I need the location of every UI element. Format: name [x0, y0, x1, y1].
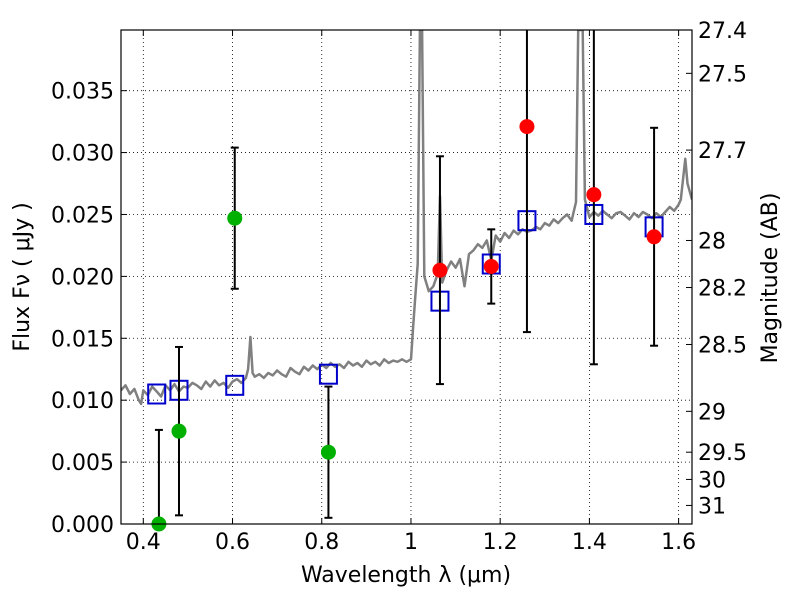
- x-tick-label: 0.8: [304, 530, 339, 555]
- y-tick-label: 0.000: [51, 513, 114, 538]
- model-square: [147, 383, 167, 405]
- markers: [147, 30, 664, 532]
- data-point: [586, 187, 602, 203]
- right-tick-label: 29: [698, 400, 726, 425]
- x-tick-label: 1.4: [572, 530, 607, 555]
- y-tick-label: 0.015: [51, 327, 114, 352]
- y-tick-label: 0.005: [51, 451, 114, 476]
- plot-frame: [120, 29, 693, 525]
- right-tick-label: 28.2: [698, 277, 747, 302]
- right-tick-label: 30: [698, 468, 726, 493]
- data-point: [320, 444, 336, 460]
- model-square: [225, 374, 245, 396]
- plot-area: [121, 30, 692, 406]
- spectrum-line: [121, 30, 692, 406]
- right-tick-label: 29.5: [698, 441, 747, 466]
- x-tick-label: 0.4: [126, 530, 161, 555]
- right-tick-label: 27.5: [698, 62, 747, 87]
- y-tick-label: 0.030: [51, 142, 114, 167]
- right-tick-label: 31: [698, 494, 726, 519]
- x-tick-label: 0.6: [215, 530, 250, 555]
- right-axis-label: Magnitude (AB): [758, 193, 783, 364]
- x-tick-label: 1.6: [661, 530, 696, 555]
- y-tick-label: 0.020: [51, 265, 114, 290]
- right-tick-label: 28.5: [698, 333, 747, 358]
- data-point: [646, 229, 662, 245]
- y-tick-label: 0.035: [51, 80, 114, 105]
- data-point: [432, 262, 448, 278]
- model-square: [318, 363, 338, 385]
- axes: 0.4 0.6 0.8 1 1.2 1.4 1.6 0.000 0.005 0.010 0.015 0…: [51, 19, 747, 555]
- x-tick-label: 1: [404, 530, 418, 555]
- x-axis-label: Wavelength λ (μm): [301, 563, 511, 588]
- data-point: [483, 258, 499, 274]
- y-axis-label: Flux Fν ( μJy ): [10, 202, 35, 351]
- y-tick-label: 0.010: [51, 389, 114, 414]
- y-tick-label: 0.025: [51, 203, 114, 228]
- data-point: [171, 423, 187, 439]
- right-tick-label: 28: [698, 229, 726, 254]
- right-tick-label: 27.4: [698, 19, 747, 44]
- data-point: [227, 210, 243, 226]
- right-tick-label: 27.7: [698, 139, 747, 164]
- x-tick-label: 1.2: [483, 530, 518, 555]
- data-point: [519, 119, 535, 135]
